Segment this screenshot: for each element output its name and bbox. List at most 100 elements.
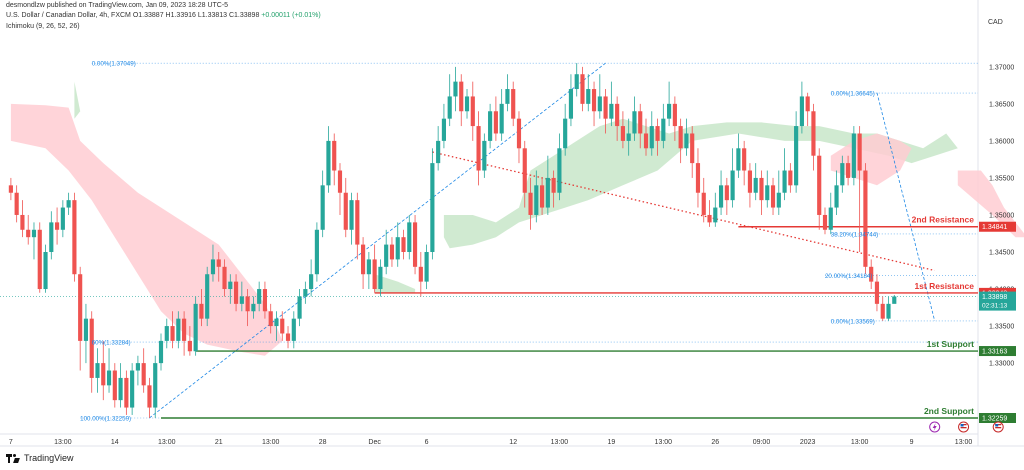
candle-body [60, 207, 65, 230]
fib-label-1: 60%(1.33284) [92, 340, 131, 347]
candle-body [655, 126, 660, 141]
price-change: +0.00011 (+0.01%) [261, 12, 321, 19]
candle-body [54, 222, 60, 230]
fib-trend-line-down [876, 92, 936, 321]
candle-body [851, 133, 856, 178]
candle-body [441, 118, 447, 141]
candle-body [395, 237, 400, 260]
candle-body [863, 170, 868, 267]
price-tag-1st-support [979, 346, 1016, 357]
candle-body [89, 318, 94, 378]
candle-body [516, 118, 522, 149]
candle-body [534, 185, 539, 215]
candle-body [551, 177, 556, 193]
tradingview-logo-icon [6, 453, 20, 463]
x-tick-label: 9 [910, 439, 914, 446]
candle-body [280, 318, 285, 334]
footer-brand: TradingView [24, 453, 74, 463]
candle-body [343, 192, 348, 230]
candle-body [459, 81, 464, 112]
candle-body [251, 303, 256, 312]
fib-trend-line-up [149, 62, 606, 419]
candle-body [418, 266, 423, 282]
candle-body [730, 170, 735, 201]
candle-body [210, 259, 216, 275]
symbol-line: U.S. Dollar / Canadian Dollar, 4h, FXCM … [6, 12, 321, 19]
y-tick-label: 1.36000 [989, 138, 1014, 145]
candle-body [667, 103, 672, 119]
ichimoku-cloud-3 [443, 118, 958, 249]
x-tick-label: Dec [368, 439, 381, 446]
candle-body [724, 185, 729, 201]
currency-label: CAD [988, 19, 1003, 26]
candle-body [309, 274, 314, 290]
candle-body [563, 118, 568, 149]
candle-body [603, 96, 608, 119]
price-tag-text: 1.32259 [982, 416, 1007, 423]
x-tick-label: 21 [215, 439, 223, 446]
candle-body [528, 192, 533, 215]
candle-body [366, 259, 371, 275]
price-tag-2nd-support [979, 413, 1016, 423]
ichimoku-cloud-4 [830, 133, 912, 186]
candle-body [649, 126, 654, 149]
candle-body [158, 340, 164, 364]
price-tag-text: 1.33163 [982, 349, 1007, 356]
candle-body [153, 363, 158, 408]
fib-label-6: 0.00%(1.33569) [831, 318, 875, 325]
candle-body [880, 303, 885, 319]
candle-body [291, 318, 296, 341]
candle-body [14, 192, 19, 215]
candle-body [233, 281, 239, 304]
level-label-1st-support: 1st Support [927, 339, 974, 349]
candle-body [332, 140, 337, 171]
candle-body [349, 200, 354, 230]
y-tick-label: 1.36500 [989, 101, 1014, 108]
lightning-glyph [932, 423, 937, 431]
current-price-tag [979, 291, 1016, 311]
candle-body [765, 185, 770, 201]
candle-body [274, 318, 279, 327]
candle-body [430, 163, 435, 252]
price-tag-2nd-resistance [979, 221, 1016, 232]
candle-body [176, 318, 181, 341]
level-label-1st-resistance: 1st Resistance [914, 281, 974, 291]
candle-body [817, 155, 822, 215]
candle-body [355, 200, 360, 245]
candle-body [638, 111, 643, 134]
candle-body [37, 229, 42, 290]
fib-label-5: 20.00%(1.34184) [825, 273, 872, 280]
candle-body [106, 370, 112, 386]
flag-stripe [960, 427, 967, 429]
candle-body [753, 177, 758, 193]
candle-body [811, 111, 816, 156]
candle-body [690, 133, 695, 164]
candle-body [83, 318, 89, 341]
candle-body [799, 96, 804, 127]
candle-body [886, 303, 891, 319]
level-label-2nd-support: 2nd Support [924, 406, 974, 416]
candle-body [488, 111, 493, 141]
candle-body [72, 200, 77, 275]
level-label-2nd-resistance: 2nd Resistance [912, 215, 975, 225]
candle-body [361, 244, 366, 275]
y-tick-label: 1.34500 [989, 250, 1014, 257]
ichimoku-cloud-1 [74, 81, 81, 119]
candle-body [770, 185, 776, 208]
candle-body [840, 163, 845, 186]
candle-body [337, 170, 343, 193]
x-tick-label: 13:00 [158, 439, 176, 446]
candle-body [482, 140, 487, 171]
candle-body [130, 370, 135, 408]
x-tick-label: 14 [111, 439, 119, 446]
candle-body [239, 296, 244, 304]
candle-body [303, 289, 308, 297]
candle-body [164, 326, 169, 341]
candle-body [626, 133, 631, 141]
candle-body [522, 148, 527, 193]
candle-body [141, 363, 146, 386]
x-tick-label: 19 [607, 439, 615, 446]
current-price-tag-text: 1.33898 [982, 294, 1007, 301]
